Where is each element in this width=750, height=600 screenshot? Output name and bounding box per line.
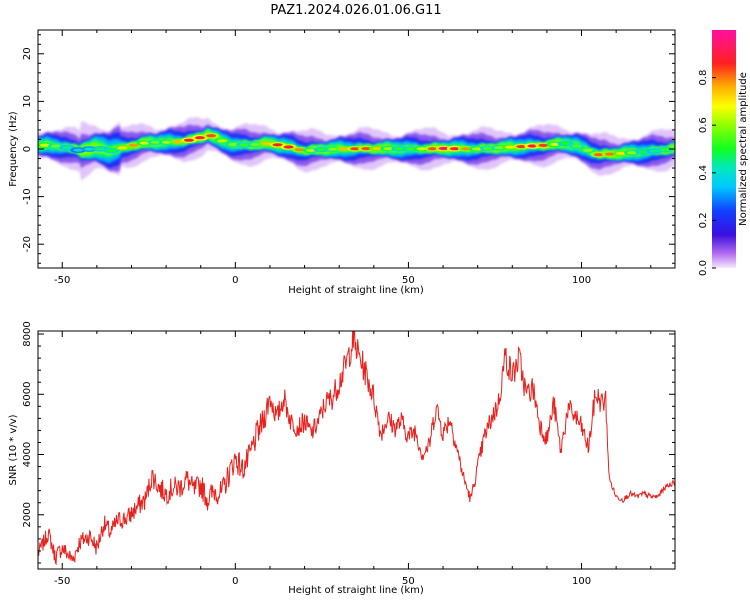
spectrogram-peak-core [239,143,250,147]
spectrogram-peak-core [460,147,471,151]
spectrogram-peak-core [582,148,593,152]
spectrogram-peak-core [95,147,106,151]
spectrogram-peak-core [339,147,349,151]
spectrogram-peak-core [228,142,239,147]
spectrogram-peak-core [195,136,205,140]
spectrogram-y-tick-label: -20 [22,236,33,252]
spectrogram-peak-core [416,147,427,151]
spectrogram-peak-core [272,143,283,147]
snr-panel: -50 0 50 100 8000 6000 4000 2000 Height of stra… [8,321,676,596]
figure-title: PAZ1.2024.026.01.06.G11 [270,3,441,18]
spectrogram-x-tick-label: -50 [54,275,70,286]
spectrogram-peak-core [217,139,228,143]
spectrogram-peak-core [560,141,571,146]
spectrogram-peak-core [150,140,161,144]
colorbar: 0.0 0.2 0.4 0.6 0.8 Normalized spectral ampl… [698,30,749,276]
snr-y-tick-label: 6000 [22,382,33,407]
spectrogram-peak-core [161,140,172,144]
spectrogram-peak-core [638,150,649,154]
spectrogram-peak-core [51,144,61,148]
spectrogram-peak-core [183,138,194,142]
spectrogram-peak-core [316,147,327,152]
colorbar-gradient [712,30,736,268]
spectrogram-peak-core [660,148,671,152]
spectrogram-x-tick-label: 0 [232,275,238,286]
spectrogram-peak-core [627,151,638,155]
snr-xlabel: Height of straight line (km) [288,585,424,596]
spectrogram-peak-core [593,153,604,157]
spectrogram-peak-core [39,143,50,147]
snr-x-tick-label: 0 [232,576,238,587]
spectrogram-xlabel: Height of straight line (km) [288,285,424,296]
snr-series-line [38,331,675,566]
snr-ticks: -50 0 50 100 8000 6000 4000 2000 [22,321,675,587]
spectrogram-peak-core [483,146,494,150]
spectrogram-peak-core [305,148,316,152]
spectrogram-peak-core [383,147,394,151]
spectrogram-peak-core [128,143,139,147]
spectrogram-peak-core [294,148,305,152]
spectrogram-x-tick-label: 100 [572,275,591,286]
spectrogram-peak-core [505,145,516,149]
spectrogram-peak-core [438,146,449,151]
snr-x-tick-label: 100 [572,576,591,587]
spectrogram-y-tick-label: 0 [22,146,33,152]
spectrogram-peak-core [472,147,482,151]
spectrogram-peak-core [283,145,294,149]
spectrogram-peak-core [449,147,460,151]
spectrogram-peak-core [328,147,338,151]
spectrogram-peak-core [250,142,261,147]
spectrogram-peak-core [261,142,272,146]
spectrogram-peak-core [405,147,416,151]
spectrogram-x-tick-label: 50 [402,275,415,286]
spectrogram-peak-core [172,140,183,144]
spectrogram-peak-core [73,148,84,152]
colorbar-tick-label: 0.0 [698,260,709,276]
spectrogram-peak-core [361,147,372,151]
spectrogram-peak-core [527,144,538,148]
spectrogram-ylabel: Frequency (Hz) [8,111,19,187]
spectrogram-peak-core [571,144,582,148]
spectrogram-peak-core [106,149,117,153]
snr-y-tick-label: 8000 [22,321,33,346]
spectrogram-peak-core [394,147,405,151]
spectrogram-peak-core [616,151,626,155]
spectrogram-peak-core [427,147,438,151]
colorbar-tick-label: 0.8 [698,70,709,86]
snr-x-tick-label: -50 [54,576,70,587]
spectrogram-peak-core [62,146,73,150]
snr-y-tick-label: 2000 [22,502,33,527]
spectrogram-peak-core [350,147,361,151]
spectrogram-peak-core [649,149,660,153]
snr-ylabel: SNR (10 * v/v) [8,414,19,485]
snr-x-tick-label: 50 [402,576,415,587]
spectrogram-peak-core [549,142,560,146]
snr-y-tick-label: 4000 [22,442,33,467]
colorbar-label: Normalized spectral amplitude [738,72,749,226]
spectrogram-y-tick-label: 20 [22,47,33,60]
spectrogram-peak-core [84,147,95,151]
colorbar-ticks: 0.0 0.2 0.4 0.6 0.8 [698,70,716,276]
spectrogram-y-tick-label: 10 [22,95,33,108]
spectrogram-peak-core [372,147,383,151]
spectrogram-peak-core [538,143,549,147]
spectrogram-peak-core [117,146,128,150]
snr-frame [37,330,676,570]
spectrogram-peak-core [494,146,505,150]
colorbar-tick-label: 0.4 [698,165,709,181]
colorbar-tick-label: 0.2 [698,212,709,228]
spectrogram-heat-layer [38,117,675,181]
spectrogram-peak-core [604,152,615,156]
spectrogram-peak-core [206,134,217,138]
spectrogram-peak-core [139,141,150,145]
spectrogram-peak-core [516,145,527,149]
colorbar-tick-label: 0.6 [698,117,709,133]
spectrogram-y-tick-label: -10 [22,188,33,204]
